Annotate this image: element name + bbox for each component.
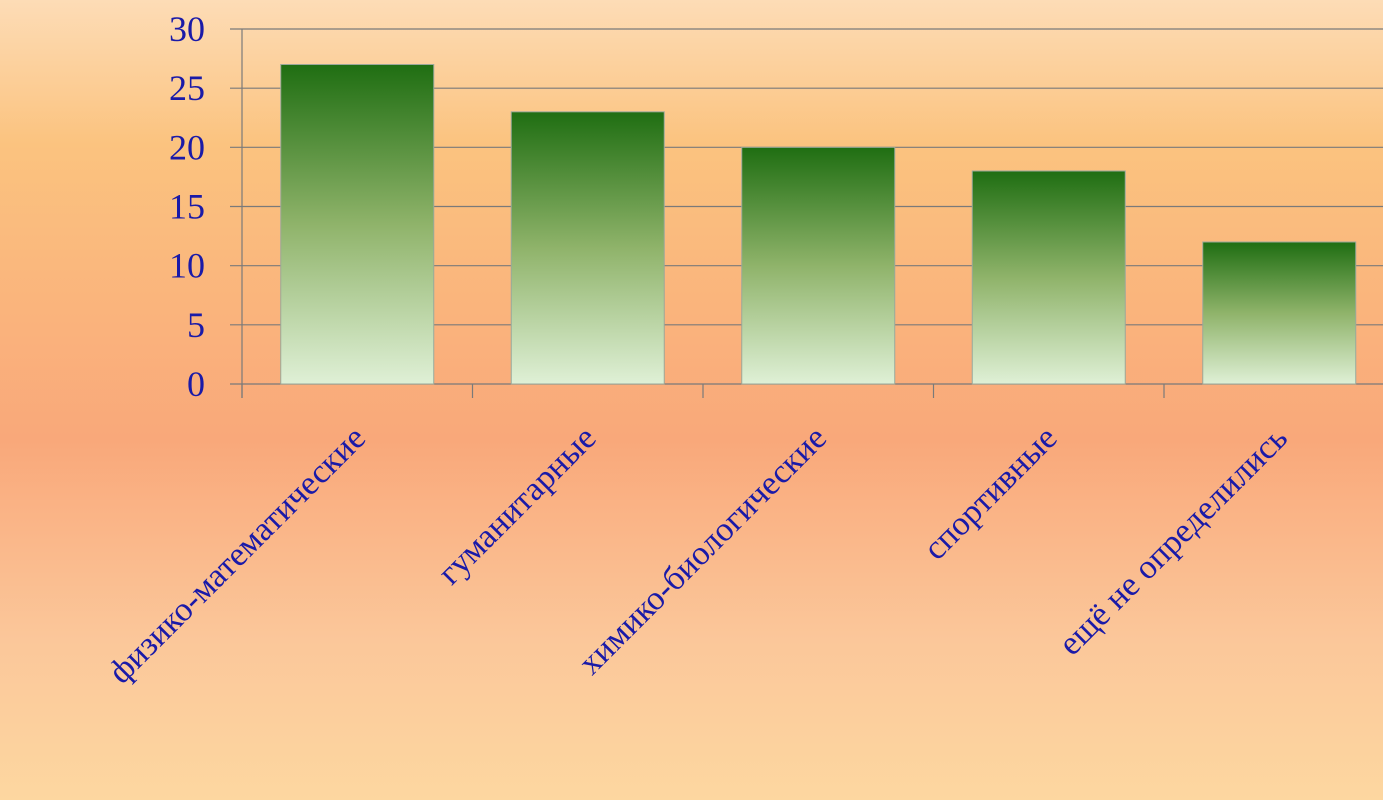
y-tick-label: 25 — [169, 68, 205, 108]
bar-1 — [510, 111, 665, 385]
x-category-label: ещё не определились — [1052, 419, 1295, 662]
x-category-label: спортивные — [917, 419, 1065, 567]
x-category-label: физико-математические — [101, 419, 372, 690]
bars — [280, 64, 1357, 385]
y-tick-label: 20 — [169, 127, 205, 167]
bar-4 — [1202, 241, 1357, 385]
y-tick-label: 30 — [169, 9, 205, 49]
x-axis — [241, 29, 1165, 398]
x-category-label: химико-биологические — [571, 419, 833, 681]
y-tick-label: 5 — [187, 305, 205, 345]
x-category-label: гуманитарные — [431, 419, 603, 591]
bar-2 — [741, 146, 896, 385]
y-axis-ticks: 0 5 10 15 20 25 30 — [169, 9, 205, 404]
bar-0 — [280, 64, 435, 385]
x-axis-labels: физико-математические гуманитарныехимико-… — [101, 419, 1294, 690]
y-tick-label: 15 — [169, 187, 205, 227]
y-tick-label: 0 — [187, 364, 205, 404]
bar-3 — [971, 170, 1126, 385]
y-tick-label: 10 — [169, 246, 205, 286]
